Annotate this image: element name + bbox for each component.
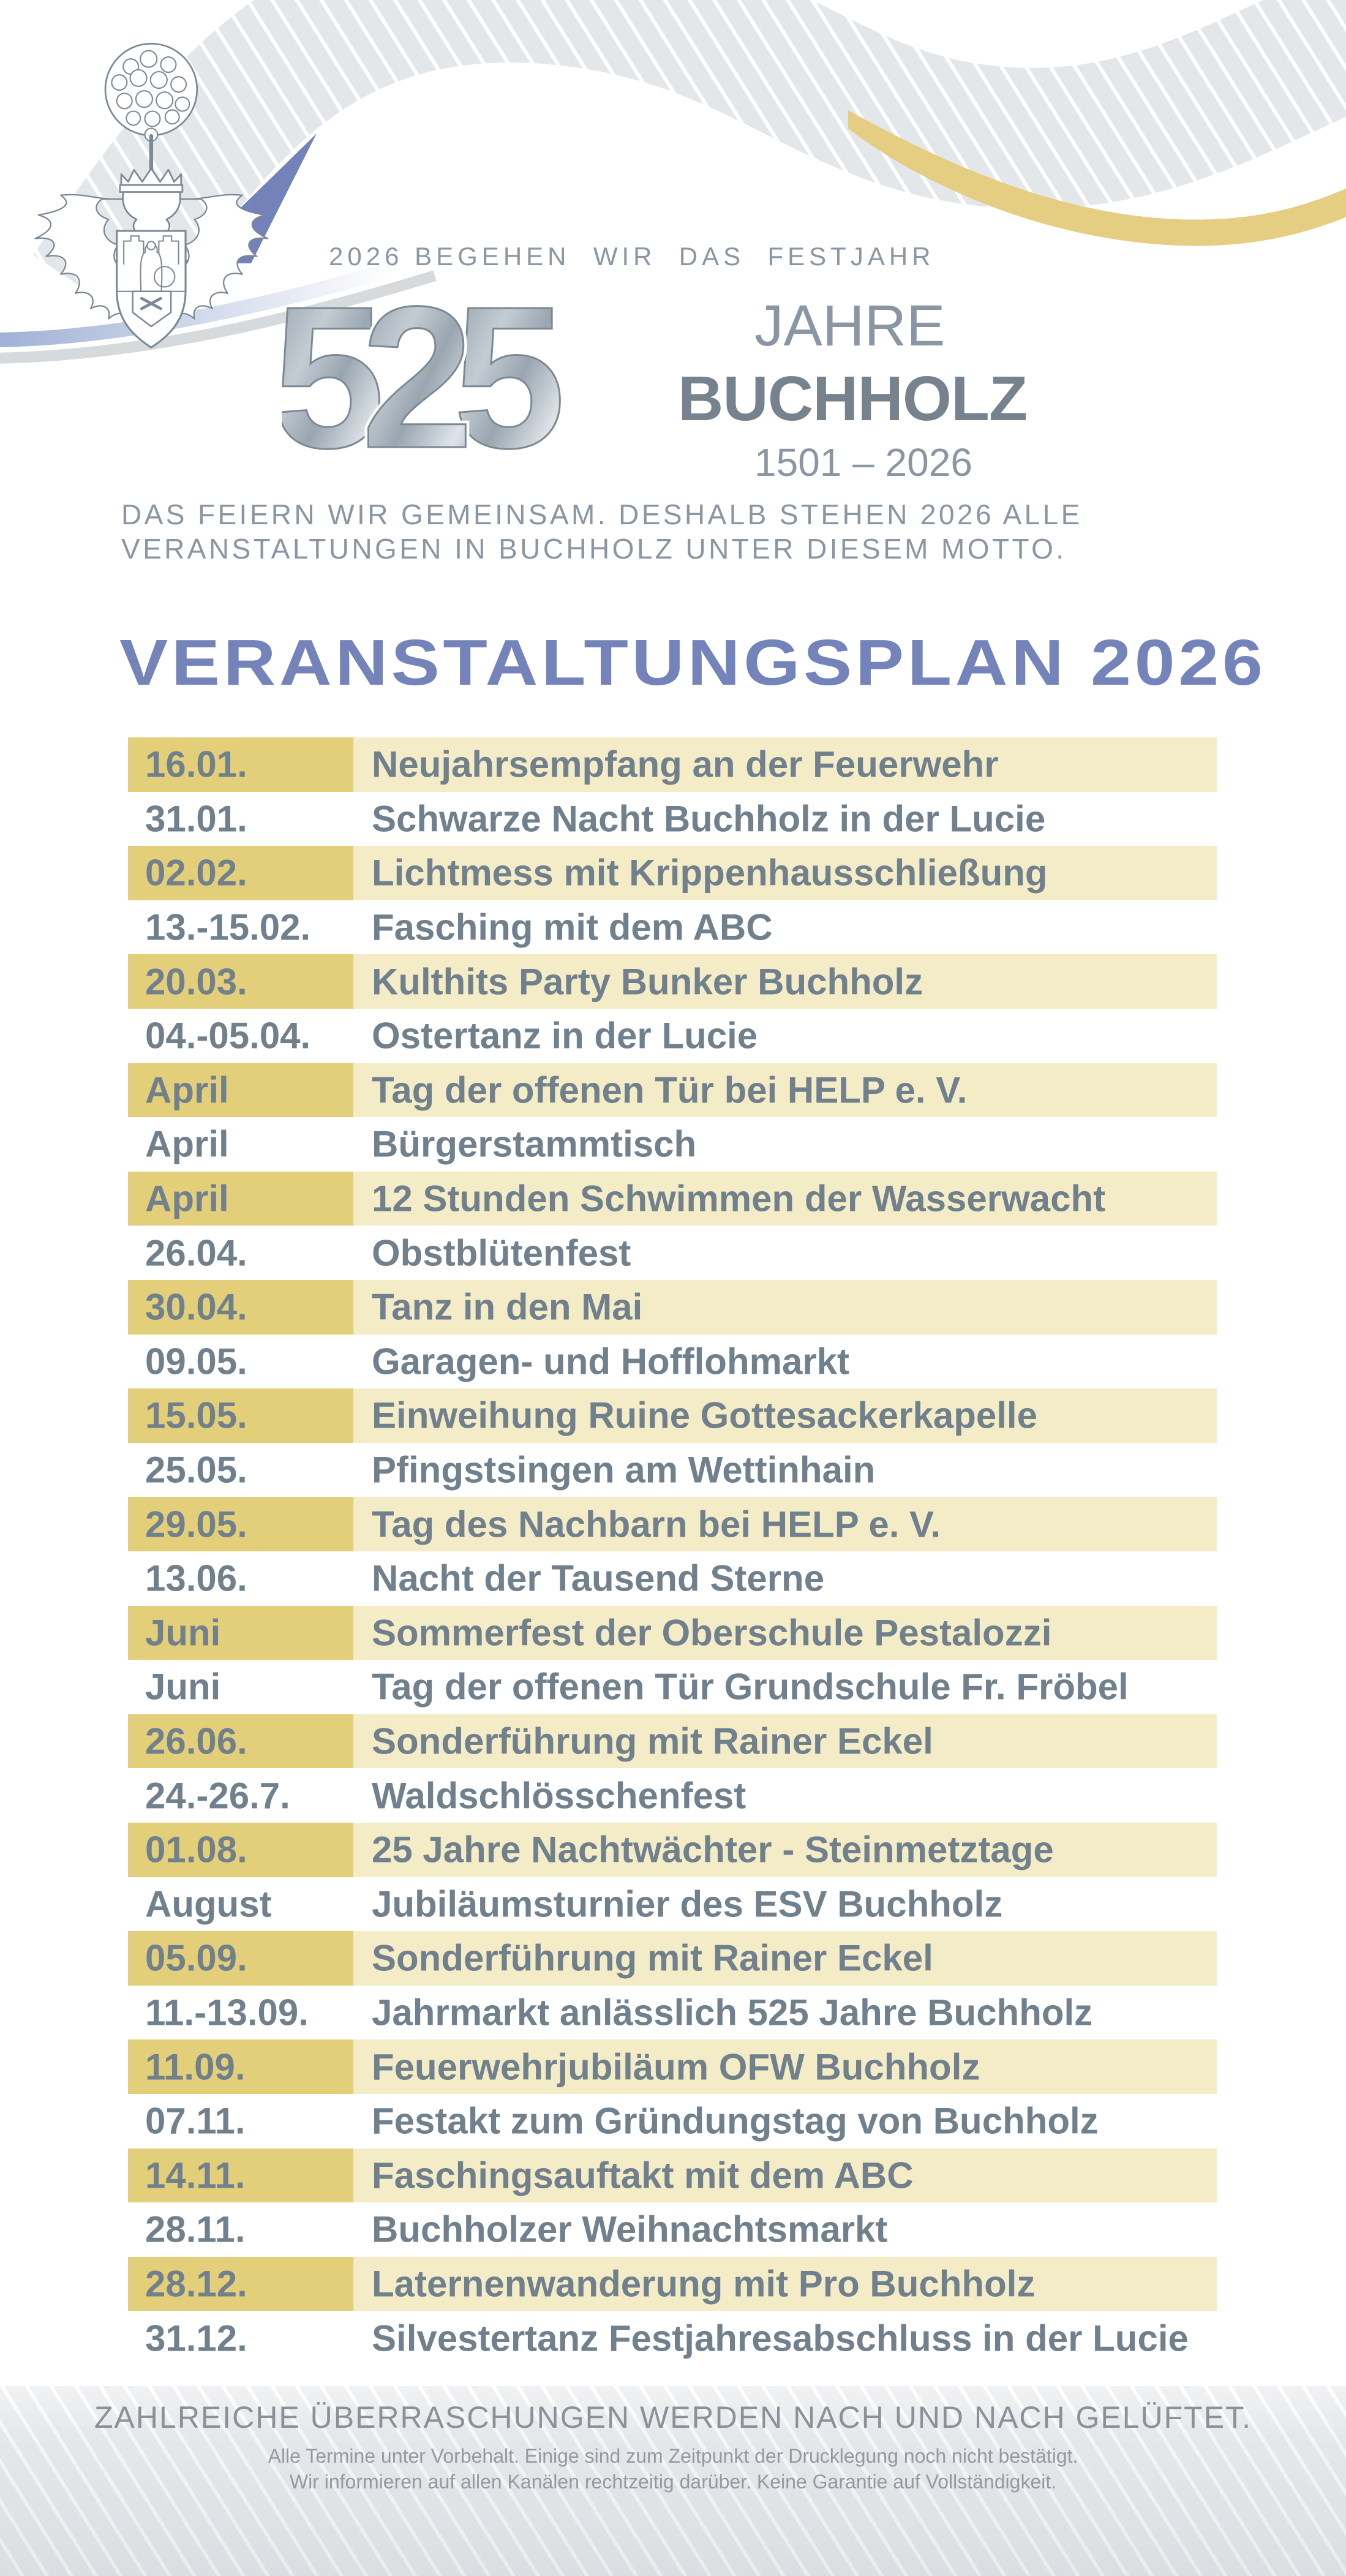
- svg-text:2: 2: [361, 276, 474, 484]
